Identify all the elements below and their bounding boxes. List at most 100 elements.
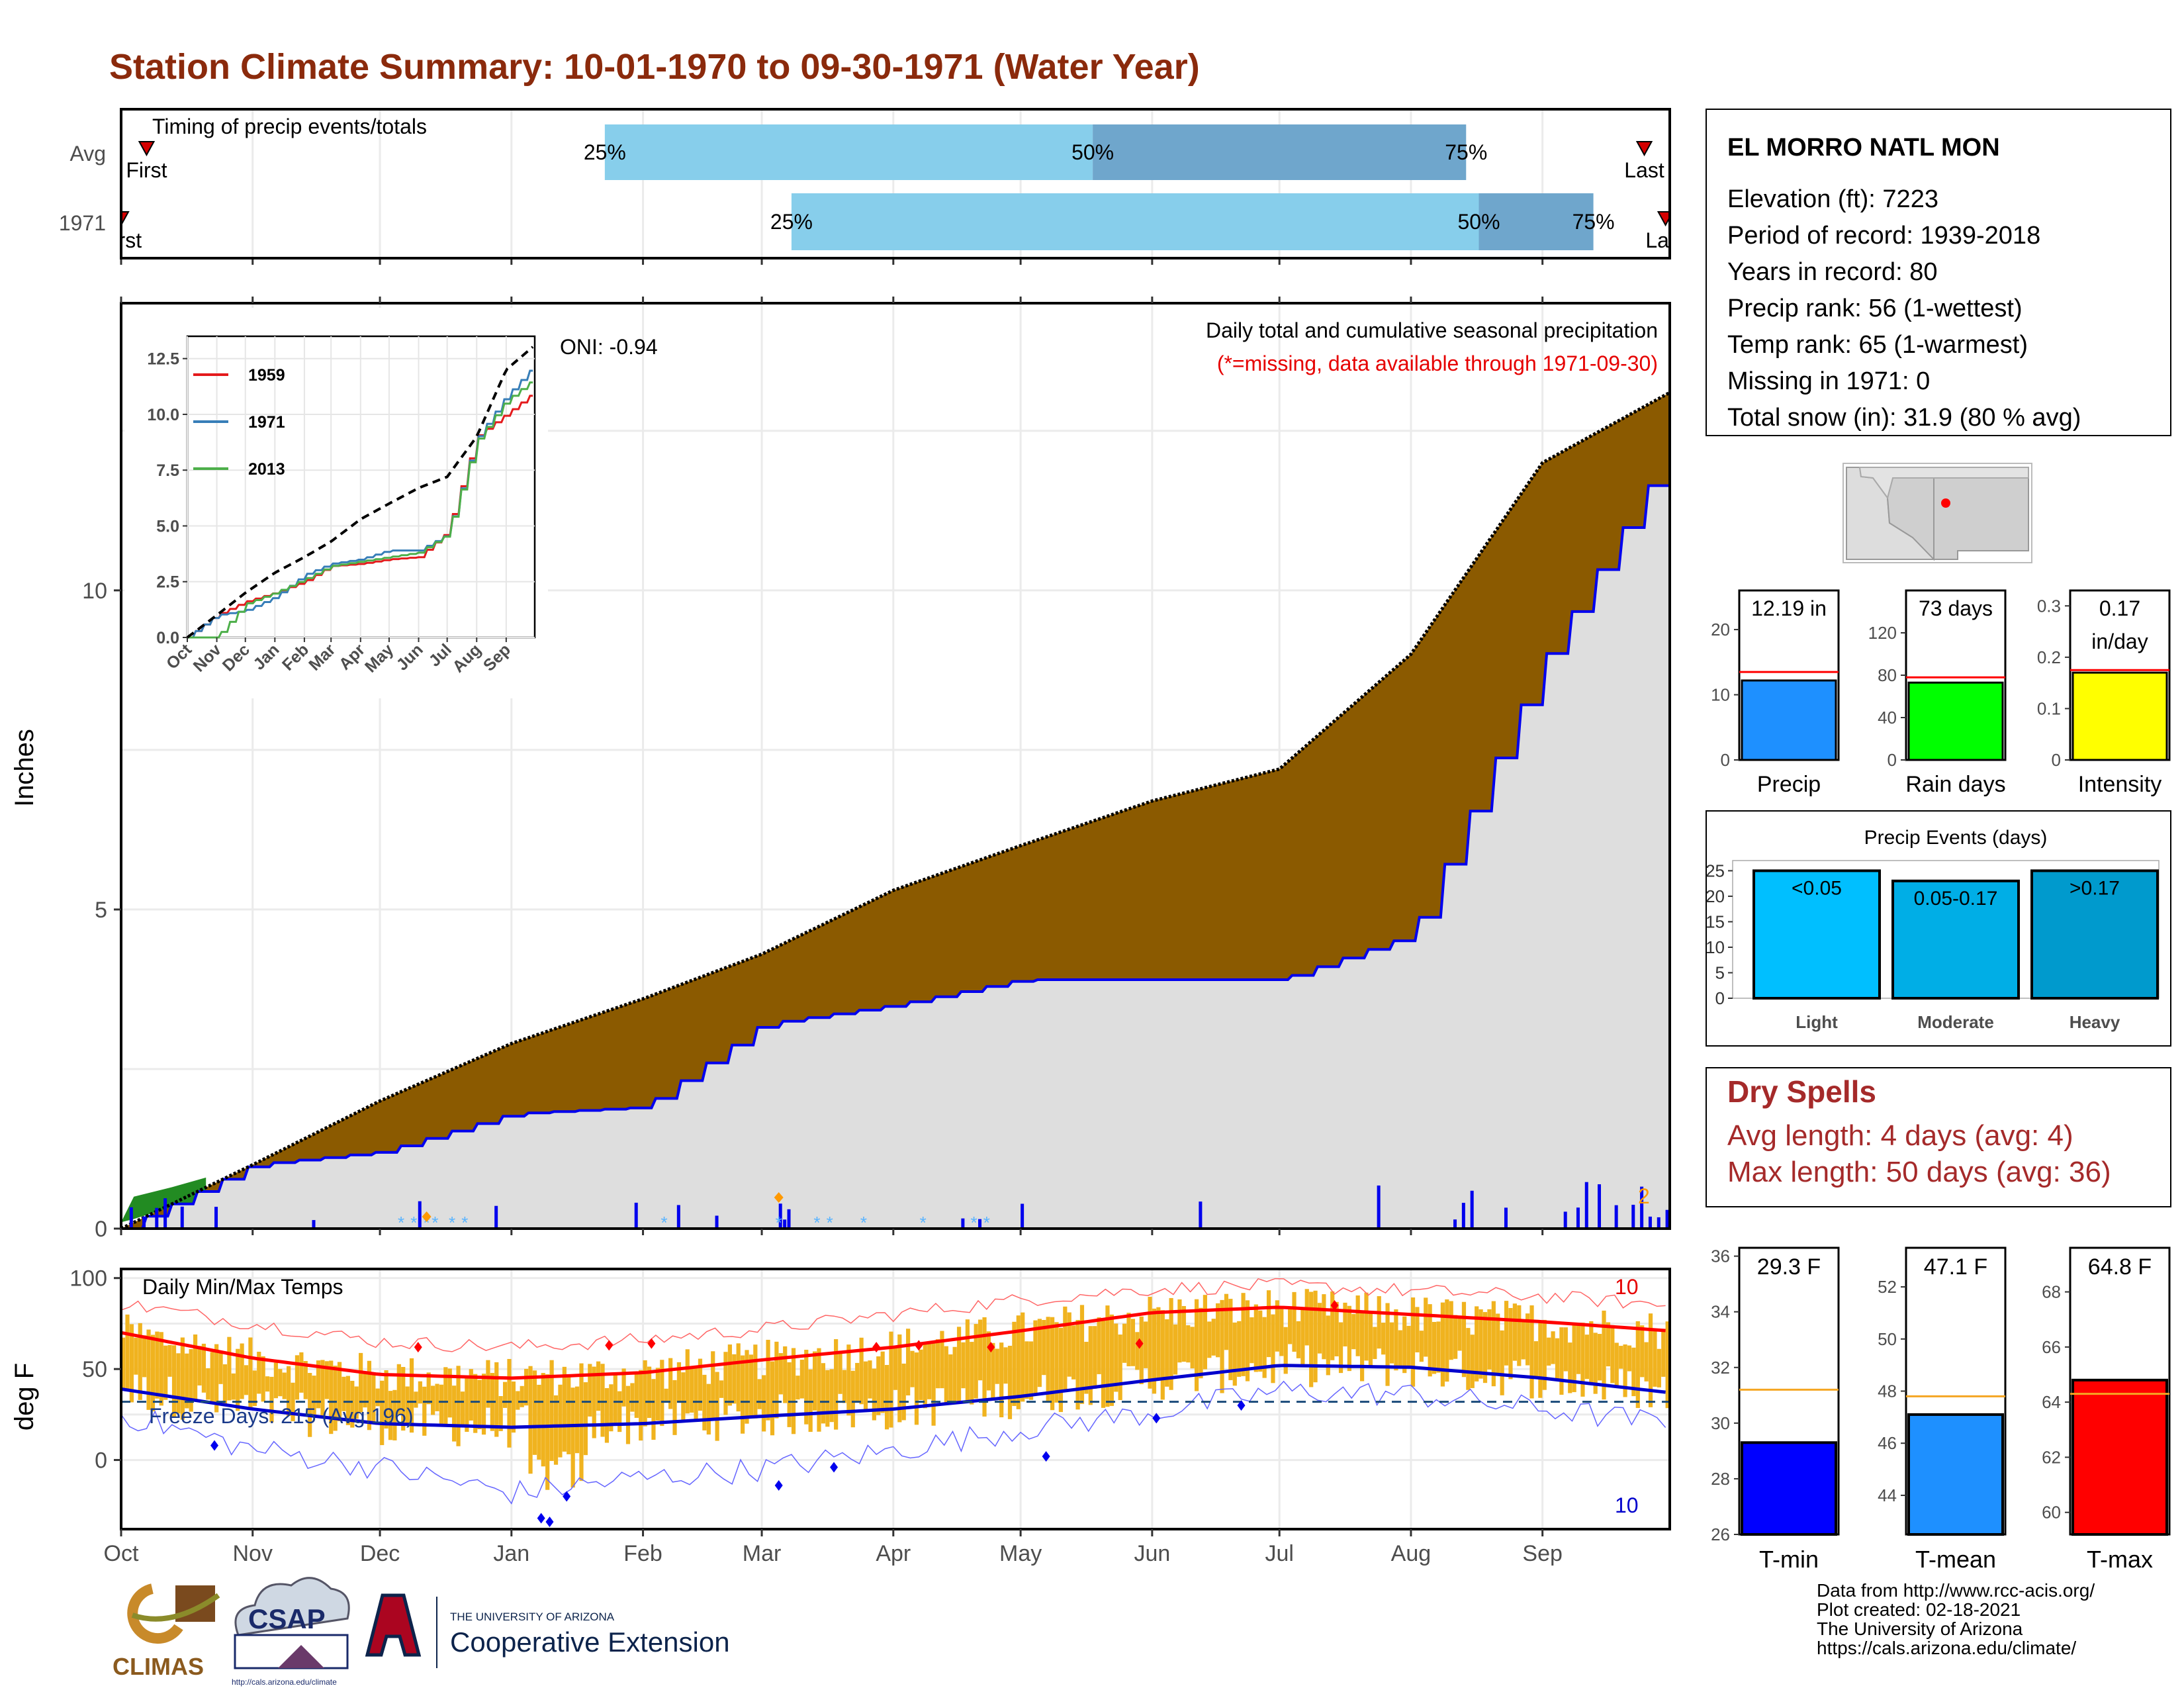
inset-legend-label: 1959 <box>248 366 285 385</box>
precip-daily-bar <box>494 1205 498 1229</box>
temp-daily-bar <box>872 1368 876 1421</box>
summary-ytick-label: 0 <box>2052 750 2061 770</box>
temp-daily-bar <box>1007 1345 1013 1419</box>
precip-daily-bar <box>180 1206 184 1229</box>
temp-daily-bar <box>1593 1333 1598 1394</box>
precip-daily-bar <box>142 1216 146 1229</box>
temp-daily-bar <box>621 1368 626 1407</box>
temp-daily-bar <box>694 1366 698 1421</box>
temp-daily-bar <box>1292 1291 1297 1352</box>
temp-daily-bar <box>252 1370 257 1407</box>
temp-ytick-label: 100 <box>69 1266 107 1291</box>
precip-daily-bar <box>1665 1209 1669 1229</box>
timing-p25-label: 25% <box>584 140 626 164</box>
precip-y-ticks: 0 5 10 <box>82 297 1544 1242</box>
snow-marker: * <box>813 1213 820 1233</box>
location-map <box>1843 463 2032 563</box>
precip-daily-bar <box>1021 1203 1024 1229</box>
temp-daily-bar <box>884 1364 889 1430</box>
temp-daily-bar <box>1436 1321 1441 1373</box>
temp-daily-bar <box>1364 1292 1369 1361</box>
temp-avg-min-line <box>120 1364 1666 1429</box>
credit-line: Data from http://www.rcc-acis.org/ <box>1817 1580 2095 1601</box>
temp-daily-bar <box>171 1345 177 1418</box>
temp-daily-bar <box>409 1358 414 1433</box>
temp-daily-bar <box>545 1374 550 1490</box>
temp-daily-bar <box>1033 1320 1038 1396</box>
temp-daily-bar <box>846 1344 851 1416</box>
temp-daily-bar <box>1496 1313 1500 1376</box>
temp-avg-max-line <box>120 1305 1666 1380</box>
record-high-marker <box>915 1340 923 1351</box>
temp-daily-bar <box>1517 1305 1522 1366</box>
record-low-marker <box>830 1462 839 1473</box>
snow-marker: * <box>461 1213 468 1233</box>
temp-daily-bar <box>1190 1327 1195 1369</box>
timing-bars: 25% 50% 75% 25% 50% 75% <box>584 124 1615 250</box>
temp-daily-bar <box>821 1363 826 1424</box>
dry-spells-max: Max length: 50 days (avg: 36) <box>1727 1156 2111 1188</box>
temp-daily-bar <box>329 1360 334 1434</box>
temp-daily-bar <box>375 1388 380 1407</box>
record-high-marker <box>1330 1299 1339 1311</box>
temp-daily-bar <box>388 1391 393 1440</box>
temp-daily-bar <box>155 1331 159 1399</box>
temp-daily-bar <box>592 1366 596 1438</box>
temp-daily-bar <box>1144 1321 1148 1368</box>
temp-daily-bar <box>558 1384 563 1458</box>
snow-diamond <box>422 1211 432 1222</box>
temp-max-count: 10 <box>1615 1275 1639 1299</box>
page-title: Station Climate Summary: 10-01-1970 to 0… <box>109 47 1200 87</box>
temp-daily-bar <box>829 1369 834 1423</box>
precip-daily-bar <box>1470 1190 1474 1229</box>
temp-daily-bar <box>1338 1322 1343 1374</box>
temp-summary-ytick-label: 50 <box>1878 1329 1897 1349</box>
temp-daily-bar <box>1355 1295 1360 1356</box>
events-ytick-label: 25 <box>1706 861 1725 880</box>
temp-daily-bar <box>345 1376 350 1425</box>
temp-daily-bar <box>719 1380 724 1398</box>
temp-daily-bar <box>1241 1293 1246 1376</box>
temp-daily-bar <box>647 1366 652 1419</box>
temp-daily-bar <box>1097 1317 1101 1374</box>
temp-daily-bar <box>477 1380 482 1430</box>
temp-daily-bar <box>723 1352 728 1415</box>
temp-daily-bar <box>460 1391 465 1427</box>
inset-ytick-label: 12.5 <box>147 350 179 369</box>
precip-daily-bar <box>634 1202 638 1229</box>
station-elevation: Elevation (ft): 7223 <box>1727 185 1938 213</box>
temp-daily-bar <box>1648 1313 1653 1407</box>
temp-daily-bar <box>1228 1299 1233 1380</box>
temp-daily-bar <box>1304 1289 1309 1346</box>
temp-daily-bar <box>392 1389 397 1440</box>
record-high-marker <box>872 1342 881 1353</box>
temp-daily-bar <box>978 1319 983 1381</box>
station-temp-rank: Temp rank: 65 (1-warmest) <box>1727 331 2028 359</box>
temp-daily-bar <box>940 1331 944 1389</box>
temp-daily-bar <box>1440 1302 1445 1387</box>
temp-daily-bar <box>1640 1325 1645 1378</box>
temp-daily-bar <box>1084 1342 1089 1394</box>
temp-daily-bar <box>672 1380 677 1435</box>
temp-summary-bar-0 <box>1741 1441 1837 1536</box>
inset-ytick-label: 10.0 <box>147 406 179 424</box>
temp-daily-bar <box>609 1384 614 1432</box>
events-bar-moderate <box>1891 879 2020 1000</box>
temp-daily-bar <box>690 1368 694 1413</box>
timing-p25-label: 25% <box>770 210 813 234</box>
temp-daily-bar <box>134 1337 138 1375</box>
temp-summary-ytick-label: 36 <box>1711 1246 1730 1266</box>
temp-daily-bar <box>1410 1297 1416 1387</box>
inset-legend-label: 1971 <box>248 413 285 432</box>
temp-xtick-label: Nov <box>233 1541 273 1566</box>
temp-daily-bar <box>1037 1319 1042 1387</box>
temp-daily-bar <box>431 1385 435 1415</box>
corner-count: 2 <box>1638 1184 1650 1208</box>
temp-daily-bar <box>1627 1345 1632 1372</box>
temp-daily-bar <box>1317 1303 1322 1354</box>
temp-daily-bar <box>359 1352 363 1413</box>
temp-daily-bar <box>511 1382 516 1433</box>
temp-daily-bar <box>630 1383 635 1412</box>
temp-daily-bar <box>159 1332 163 1406</box>
temp-daily-bar <box>1160 1310 1165 1400</box>
